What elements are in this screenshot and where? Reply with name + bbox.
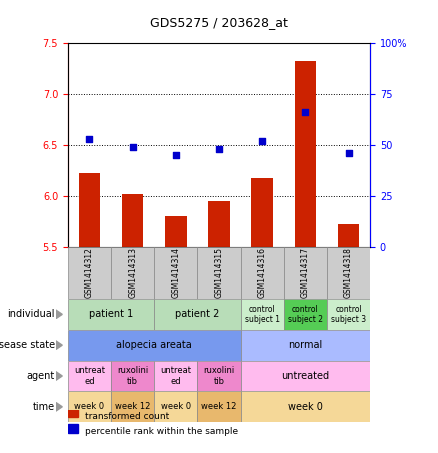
Text: GSM1414313: GSM1414313 <box>128 247 137 299</box>
Text: ruxolini
tib: ruxolini tib <box>203 366 235 386</box>
Text: normal: normal <box>288 340 322 350</box>
Bar <box>251 178 273 247</box>
Text: week 12: week 12 <box>201 402 237 411</box>
Bar <box>240 247 284 299</box>
Point <box>129 143 136 150</box>
Bar <box>198 361 240 391</box>
Bar <box>284 247 327 299</box>
Text: percentile rank within the sample: percentile rank within the sample <box>85 427 238 436</box>
Polygon shape <box>56 310 62 319</box>
Text: alopecia areata: alopecia areata <box>117 340 192 350</box>
Text: GSM1414316: GSM1414316 <box>258 247 267 299</box>
Bar <box>154 247 198 299</box>
Text: GSM1414315: GSM1414315 <box>215 247 223 299</box>
Text: GSM1414318: GSM1414318 <box>344 247 353 299</box>
Bar <box>198 391 240 422</box>
Bar <box>68 409 78 417</box>
Bar <box>68 361 111 391</box>
Bar <box>68 330 240 361</box>
Text: GSM1414312: GSM1414312 <box>85 247 94 299</box>
Text: untreat
ed: untreat ed <box>74 366 105 386</box>
Bar <box>68 424 78 433</box>
Text: GSM1414314: GSM1414314 <box>171 247 180 299</box>
Bar <box>240 361 370 391</box>
Bar <box>111 361 154 391</box>
Bar <box>240 299 284 330</box>
Text: control
subject 1: control subject 1 <box>245 305 280 324</box>
Polygon shape <box>56 402 62 411</box>
Point <box>302 109 309 116</box>
Text: week 0: week 0 <box>161 402 191 411</box>
Bar <box>111 391 154 422</box>
Text: week 0: week 0 <box>288 402 323 412</box>
Bar <box>154 299 240 330</box>
Point <box>172 151 179 159</box>
Text: patient 1: patient 1 <box>89 309 133 319</box>
Text: disease state: disease state <box>0 340 55 350</box>
Bar <box>154 361 198 391</box>
Polygon shape <box>56 371 62 381</box>
Text: individual: individual <box>7 309 55 319</box>
Text: transformed count: transformed count <box>85 412 169 421</box>
Bar <box>68 391 111 422</box>
Polygon shape <box>56 341 62 350</box>
Bar <box>154 391 198 422</box>
Text: patient 2: patient 2 <box>175 309 219 319</box>
Text: week 12: week 12 <box>115 402 150 411</box>
Bar <box>338 225 359 247</box>
Text: untreated: untreated <box>281 371 329 381</box>
Bar <box>294 61 316 247</box>
Point <box>345 149 352 157</box>
Text: GDS5275 / 203628_at: GDS5275 / 203628_at <box>150 16 288 29</box>
Point <box>259 137 266 145</box>
Text: control
subject 3: control subject 3 <box>331 305 366 324</box>
Text: ruxolini
tib: ruxolini tib <box>117 366 148 386</box>
Bar <box>68 299 154 330</box>
Bar <box>240 391 370 422</box>
Bar <box>198 247 240 299</box>
Bar <box>240 330 370 361</box>
Text: control
subject 2: control subject 2 <box>288 305 323 324</box>
Bar <box>68 247 111 299</box>
Text: untreat
ed: untreat ed <box>160 366 191 386</box>
Point <box>215 145 223 153</box>
Point <box>86 135 93 142</box>
Bar <box>327 299 370 330</box>
Text: agent: agent <box>27 371 55 381</box>
Bar <box>208 201 230 247</box>
Bar <box>327 247 370 299</box>
Text: week 0: week 0 <box>74 402 105 411</box>
Bar <box>284 299 327 330</box>
Bar <box>165 217 187 247</box>
Bar <box>79 173 100 247</box>
Text: GSM1414317: GSM1414317 <box>301 247 310 299</box>
Bar <box>122 194 144 247</box>
Text: time: time <box>32 402 55 412</box>
Bar <box>111 247 154 299</box>
